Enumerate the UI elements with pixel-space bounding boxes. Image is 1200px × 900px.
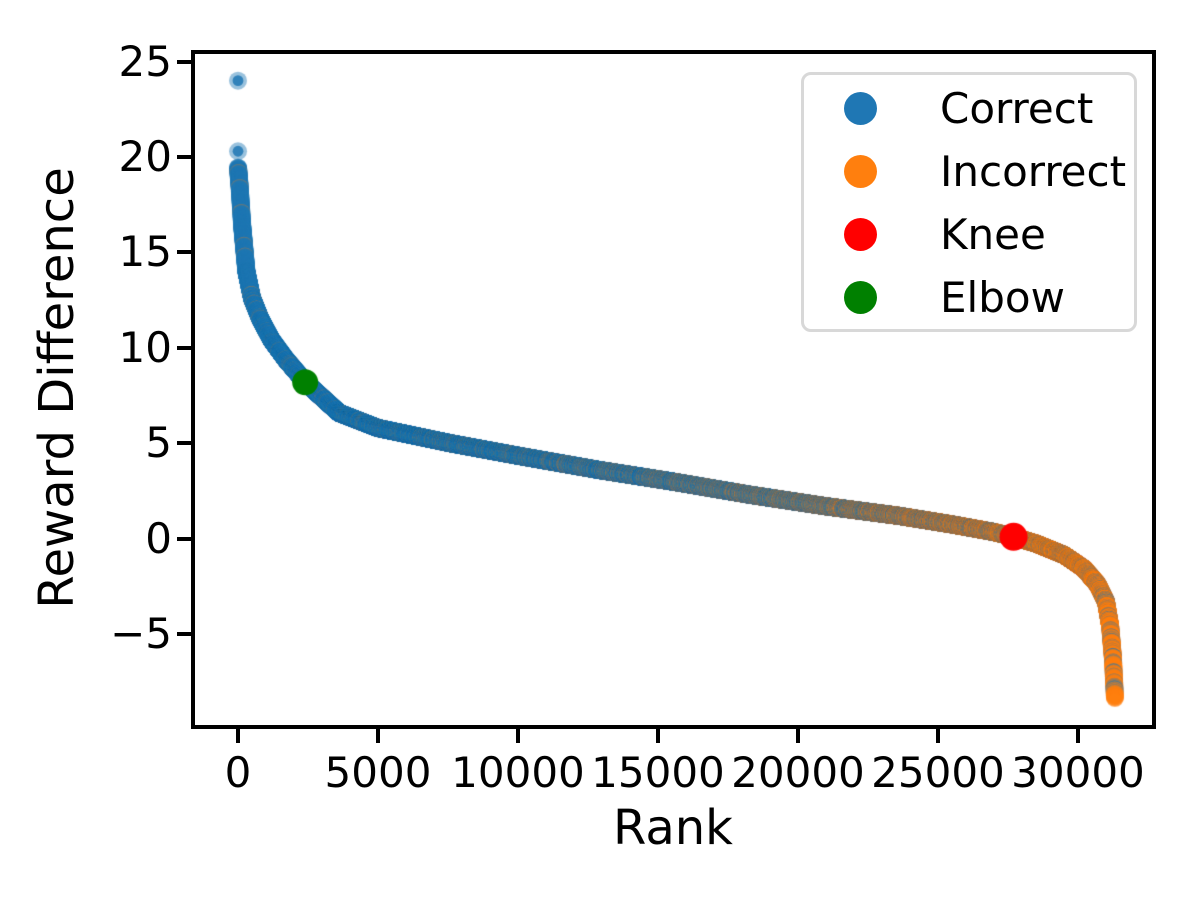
x-tick-mark bbox=[235, 729, 240, 743]
legend: Correct Incorrect Knee Elbow bbox=[801, 72, 1137, 332]
x-tick-label: 10000 bbox=[451, 748, 585, 797]
y-tick-mark bbox=[177, 345, 191, 350]
legend-marker-circle-icon bbox=[844, 155, 877, 188]
x-tick-mark bbox=[515, 729, 520, 743]
legend-row-correct: Correct bbox=[804, 77, 1134, 140]
y-tick-label: 25 bbox=[118, 36, 172, 86]
x-tick-mark bbox=[655, 729, 660, 743]
x-axis-label: Rank bbox=[613, 800, 733, 856]
legend-label: Elbow bbox=[940, 272, 1065, 322]
y-axis-label: Reward Difference bbox=[29, 167, 85, 609]
legend-label: Knee bbox=[940, 209, 1046, 259]
x-tick-mark bbox=[375, 729, 380, 743]
legend-row-elbow: Elbow bbox=[804, 266, 1134, 329]
y-tick-mark bbox=[177, 632, 191, 637]
x-tick-mark bbox=[795, 729, 800, 743]
y-tick-label: −5 bbox=[110, 609, 172, 659]
x-tick-label: 0 bbox=[224, 748, 252, 797]
legend-row-knee: Knee bbox=[804, 203, 1134, 266]
legend-label: Incorrect bbox=[940, 146, 1127, 196]
legend-marker-circle-icon bbox=[844, 92, 877, 125]
legend-marker-circle-icon bbox=[844, 281, 877, 314]
y-tick-label: 20 bbox=[118, 131, 172, 181]
y-tick-label: 10 bbox=[118, 322, 172, 372]
x-tick-label: 25000 bbox=[871, 748, 1005, 797]
legend-row-incorrect: Incorrect bbox=[804, 140, 1134, 203]
y-tick-mark bbox=[177, 441, 191, 446]
y-tick-label: 0 bbox=[145, 513, 172, 563]
x-tick-label: 30000 bbox=[1011, 748, 1145, 797]
y-tick-label: 15 bbox=[118, 227, 172, 277]
x-tick-mark bbox=[1075, 729, 1080, 743]
y-tick-mark bbox=[177, 154, 191, 159]
y-tick-mark bbox=[177, 59, 191, 64]
y-tick-mark bbox=[177, 250, 191, 255]
x-tick-label: 20000 bbox=[731, 748, 865, 797]
y-tick-mark bbox=[177, 536, 191, 541]
legend-label: Correct bbox=[940, 83, 1094, 133]
x-tick-mark bbox=[935, 729, 940, 743]
x-tick-label: 15000 bbox=[591, 748, 725, 797]
y-tick-label: 5 bbox=[145, 418, 172, 468]
x-tick-label: 5000 bbox=[324, 748, 432, 797]
legend-marker-circle-icon bbox=[844, 218, 877, 251]
